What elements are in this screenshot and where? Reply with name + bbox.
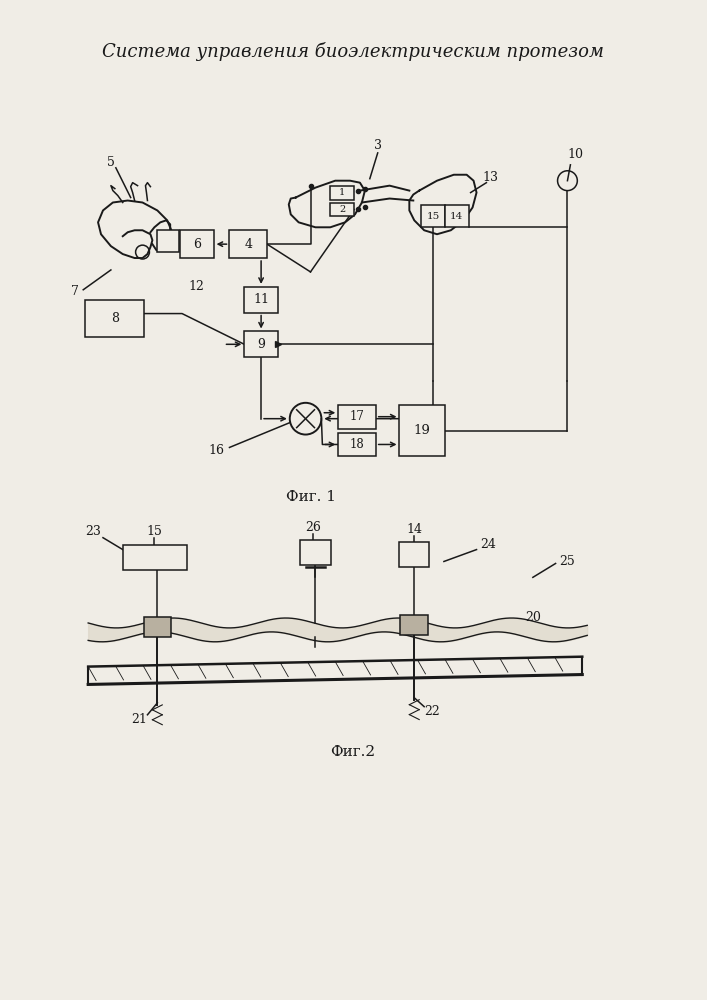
Bar <box>158 230 179 252</box>
Bar <box>180 230 214 258</box>
Bar <box>330 202 354 216</box>
Bar <box>300 540 332 565</box>
Text: 16: 16 <box>209 444 225 457</box>
Text: 6: 6 <box>193 238 201 251</box>
Text: 12: 12 <box>189 280 205 293</box>
Bar <box>123 545 187 570</box>
Bar <box>445 205 469 227</box>
Text: 14: 14 <box>450 212 463 221</box>
Text: 2: 2 <box>339 205 345 214</box>
Text: 18: 18 <box>349 438 364 451</box>
Bar <box>245 331 278 357</box>
Bar <box>400 615 428 635</box>
Text: Фиг. 1: Фиг. 1 <box>286 490 336 504</box>
Bar <box>144 617 171 637</box>
Bar <box>399 405 445 456</box>
Text: 8: 8 <box>111 312 119 325</box>
Text: Система управления биоэлектрическим протезом: Система управления биоэлектрическим прот… <box>102 42 604 61</box>
Bar <box>399 542 429 567</box>
Text: 17: 17 <box>349 410 364 423</box>
Text: 26: 26 <box>305 521 322 534</box>
Text: 3: 3 <box>374 139 382 152</box>
Bar <box>338 405 375 429</box>
Text: 24: 24 <box>481 538 496 551</box>
Text: 19: 19 <box>414 424 431 437</box>
Text: Фиг.2: Фиг.2 <box>330 745 375 759</box>
Text: 4: 4 <box>244 238 252 251</box>
Bar <box>421 205 445 227</box>
Text: 20: 20 <box>525 611 541 624</box>
Text: 14: 14 <box>407 523 422 536</box>
Text: 21: 21 <box>132 713 148 726</box>
Text: 15: 15 <box>426 212 440 221</box>
Bar <box>86 300 144 337</box>
Text: 1: 1 <box>339 188 345 197</box>
Text: 23: 23 <box>85 525 101 538</box>
Text: 5: 5 <box>107 156 115 169</box>
Text: 10: 10 <box>567 148 583 161</box>
Bar <box>330 186 354 200</box>
Text: 9: 9 <box>257 338 265 351</box>
Text: 7: 7 <box>71 285 79 298</box>
Text: 22: 22 <box>424 705 440 718</box>
Bar <box>338 433 375 456</box>
Text: 15: 15 <box>146 525 163 538</box>
Bar <box>230 230 267 258</box>
Text: 25: 25 <box>559 555 575 568</box>
Bar <box>245 287 278 313</box>
Text: 11: 11 <box>253 293 269 306</box>
Text: 13: 13 <box>482 171 498 184</box>
